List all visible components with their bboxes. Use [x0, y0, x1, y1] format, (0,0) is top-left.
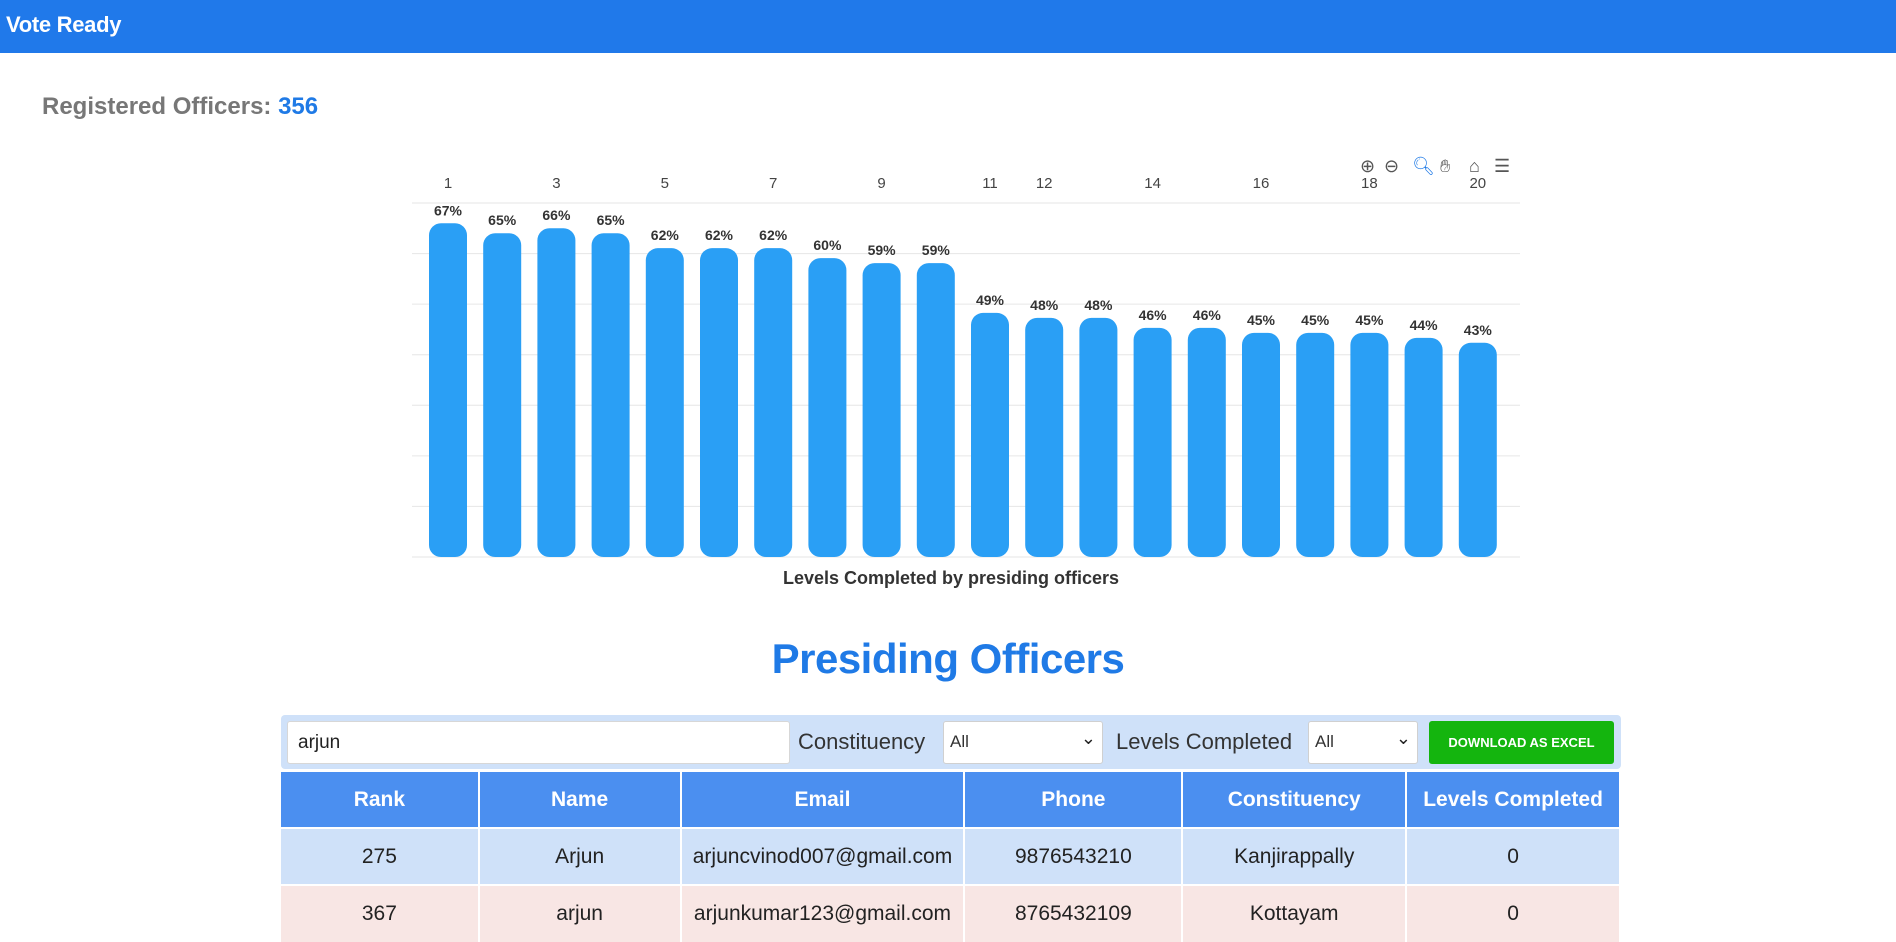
bar: [429, 223, 467, 558]
cell-email: arjunkumar123@gmail.com: [680, 884, 966, 942]
tick-label: 9: [877, 175, 885, 192]
bar: [1133, 327, 1172, 557]
tick-label: 20: [1469, 175, 1486, 192]
bar: [700, 248, 738, 557]
table-row[interactable]: 367 arjun arjunkumar123@gmail.com 876543…: [281, 884, 1621, 942]
levels-completed-label: Levels Completed: [1116, 729, 1293, 754]
zoom-out-icon[interactable]: ⊖: [1384, 156, 1400, 176]
bar: [537, 228, 576, 557]
bar: [645, 248, 684, 557]
data-label: 66%: [542, 207, 571, 223]
download-excel-button[interactable]: DOWNLOAD AS EXCEL: [1429, 721, 1614, 764]
cell-phone: 8765432109: [964, 884, 1184, 942]
cell-email: arjuncvinod007@gmail.com: [680, 827, 966, 885]
data-label: 45%: [1247, 312, 1276, 328]
data-label: 45%: [1355, 312, 1384, 328]
bar: [1079, 317, 1118, 557]
data-label: 60%: [813, 237, 842, 253]
cell-rank: 367: [281, 884, 480, 942]
top-bar: Vote Ready: [0, 0, 1896, 53]
menu-icon[interactable]: ☰: [1494, 156, 1511, 176]
bar: [1296, 332, 1335, 557]
data-label: 48%: [1084, 297, 1113, 313]
constituency-label: Constituency: [798, 729, 926, 754]
chevron-down-icon: ⌄: [1395, 728, 1411, 748]
column-header-rank[interactable]: Rank: [281, 772, 480, 828]
cell-levels-completed: 0: [1406, 827, 1621, 885]
data-label: 48%: [1030, 297, 1059, 313]
tick-label: 11: [982, 175, 998, 192]
column-header-name[interactable]: Name: [478, 772, 682, 828]
cell-phone: 9876543210: [964, 827, 1184, 885]
constituency-select[interactable]: All ⌄: [943, 721, 1103, 764]
levels-completed-select[interactable]: All ⌄: [1308, 721, 1418, 764]
cell-constituency: Kanjirappally: [1182, 827, 1408, 885]
bar: [862, 263, 901, 557]
filter-bar: Constituency All ⌄ Levels Completed All …: [281, 715, 1621, 769]
tick-label: 7: [769, 175, 777, 192]
data-label: 62%: [705, 227, 734, 243]
bar: [483, 233, 522, 557]
bar: [1458, 342, 1497, 557]
data-label: 65%: [488, 212, 517, 228]
search-input[interactable]: [287, 721, 790, 764]
data-label: 46%: [1193, 307, 1222, 323]
bar: [1187, 327, 1226, 557]
data-label: 59%: [922, 242, 951, 258]
chart-axis-title: Levels Completed by presiding officers: [783, 568, 1119, 588]
section-title: Presiding Officers: [771, 635, 1125, 682]
data-label: 46%: [1139, 307, 1168, 323]
bar: [1404, 337, 1443, 557]
data-label: 62%: [759, 227, 788, 243]
cell-constituency: Kottayam: [1182, 884, 1408, 942]
cell-levels-completed: 0: [1406, 884, 1621, 942]
column-header-levels-completed[interactable]: Levels Completed: [1406, 772, 1621, 828]
constituency-select-value: All: [950, 732, 969, 751]
levels-select-value: All: [1315, 732, 1334, 751]
tick-label: 18: [1361, 175, 1378, 192]
tick-label: 14: [1144, 175, 1161, 192]
officers-table: Rank Name Email Phone Constituency Level…: [281, 772, 1621, 942]
cell-name: arjun: [478, 884, 682, 942]
pan-hand-icon[interactable]: ✋︎: [1440, 156, 1451, 176]
reset-home-icon[interactable]: ⌂: [1469, 156, 1480, 176]
levels-bar-chart: 67% 65% 66% 65% 62% 62% 62% 60% 59% 59% 49% 48% 48% 4…: [412, 175, 1520, 588]
bar: [1350, 332, 1389, 557]
data-label: 62%: [651, 227, 680, 243]
zoom-in-icon[interactable]: ⊕: [1360, 156, 1376, 176]
registered-officers: Registered Officers: 356: [42, 93, 318, 121]
data-label: 43%: [1464, 322, 1493, 338]
bar: [971, 312, 1009, 557]
tick-label: 12: [1036, 175, 1053, 192]
column-header-constituency[interactable]: Constituency: [1182, 772, 1408, 828]
data-label: 59%: [868, 242, 897, 258]
bar: [1025, 317, 1064, 557]
data-label: 49%: [976, 292, 1005, 308]
bar: [754, 248, 793, 557]
tick-label: 5: [661, 175, 669, 192]
column-header-phone[interactable]: Phone: [964, 772, 1184, 828]
data-label: 45%: [1301, 312, 1330, 328]
chevron-down-icon: ⌄: [1080, 728, 1096, 748]
bar: [1242, 332, 1280, 557]
data-label: 67%: [434, 202, 463, 218]
data-label: 65%: [597, 212, 626, 228]
cell-rank: 275: [281, 827, 480, 885]
column-header-email[interactable]: Email: [680, 772, 966, 828]
bar: [591, 233, 630, 557]
selection-zoom-icon[interactable]: 🔍︎: [1412, 156, 1435, 176]
registered-officers-count: 356: [278, 93, 319, 120]
table-row[interactable]: 275 Arjun arjuncvinod007@gmail.com 98765…: [281, 827, 1621, 885]
tick-label: 1: [444, 175, 452, 192]
table-header-row: Rank Name Email Phone Constituency Level…: [281, 772, 1621, 828]
bar: [916, 263, 955, 557]
tick-label: 16: [1253, 175, 1270, 192]
app-title: Vote Ready: [6, 12, 122, 37]
cell-name: Arjun: [478, 827, 682, 885]
registered-officers-label: Registered Officers:: [42, 93, 279, 120]
bar: [808, 258, 847, 557]
tick-label: 3: [552, 175, 560, 192]
data-label: 44%: [1410, 317, 1439, 333]
